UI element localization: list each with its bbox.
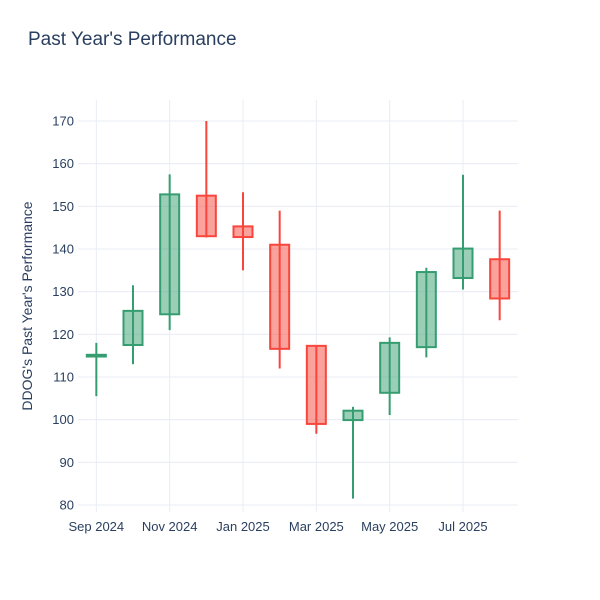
- y-tick-label: 110: [53, 370, 74, 385]
- x-tick-label: Sep 2024: [68, 519, 124, 534]
- candle-apr-2025[interactable]: [342, 406, 364, 499]
- candle-dec-2024[interactable]: [195, 121, 217, 238]
- candle-body: [232, 225, 254, 239]
- candle-body: [489, 258, 511, 300]
- x-tick-label: Jan 2025: [216, 519, 270, 534]
- y-tick-label: 150: [52, 199, 74, 214]
- y-tick-label: 100: [52, 412, 74, 427]
- candle-aug-2025[interactable]: [489, 210, 511, 321]
- candle-jun-2025[interactable]: [415, 267, 437, 358]
- y-tick-label: 160: [52, 156, 74, 171]
- candle-jan-2025[interactable]: [232, 192, 254, 271]
- y-tick-label: 130: [52, 284, 74, 299]
- candle-oct-2024[interactable]: [122, 285, 144, 365]
- candle-body: [379, 341, 401, 394]
- candle-feb-2025[interactable]: [269, 210, 291, 369]
- candle-jul-2025[interactable]: [452, 174, 474, 290]
- y-tick-label: 140: [52, 242, 74, 257]
- x-tick-label: Nov 2024: [142, 519, 198, 534]
- chart-title: Past Year's Performance: [28, 29, 237, 50]
- y-tick-label: 80: [60, 498, 74, 513]
- candle-mar-2025[interactable]: [305, 344, 327, 434]
- candle-body: [269, 243, 291, 350]
- candle-nov-2024[interactable]: [159, 174, 181, 331]
- candle-may-2025[interactable]: [379, 337, 401, 415]
- candle-body: [305, 344, 327, 425]
- candle-body: [195, 194, 217, 238]
- y-tick-label: 120: [52, 327, 74, 342]
- y-tick-label: 170: [52, 114, 74, 129]
- x-tick-label: Mar 2025: [289, 519, 344, 534]
- candle-body: [159, 193, 181, 316]
- y-tick-label: 90: [60, 455, 74, 470]
- candle-body: [122, 309, 144, 347]
- candle-body: [85, 353, 107, 358]
- candle-sep-2024[interactable]: [85, 342, 107, 397]
- candle-body: [342, 409, 364, 422]
- candle-body: [415, 271, 437, 349]
- x-tick-label: Jul 2025: [438, 519, 487, 534]
- x-tick-label: May 2025: [361, 519, 418, 534]
- candle-body: [452, 247, 474, 280]
